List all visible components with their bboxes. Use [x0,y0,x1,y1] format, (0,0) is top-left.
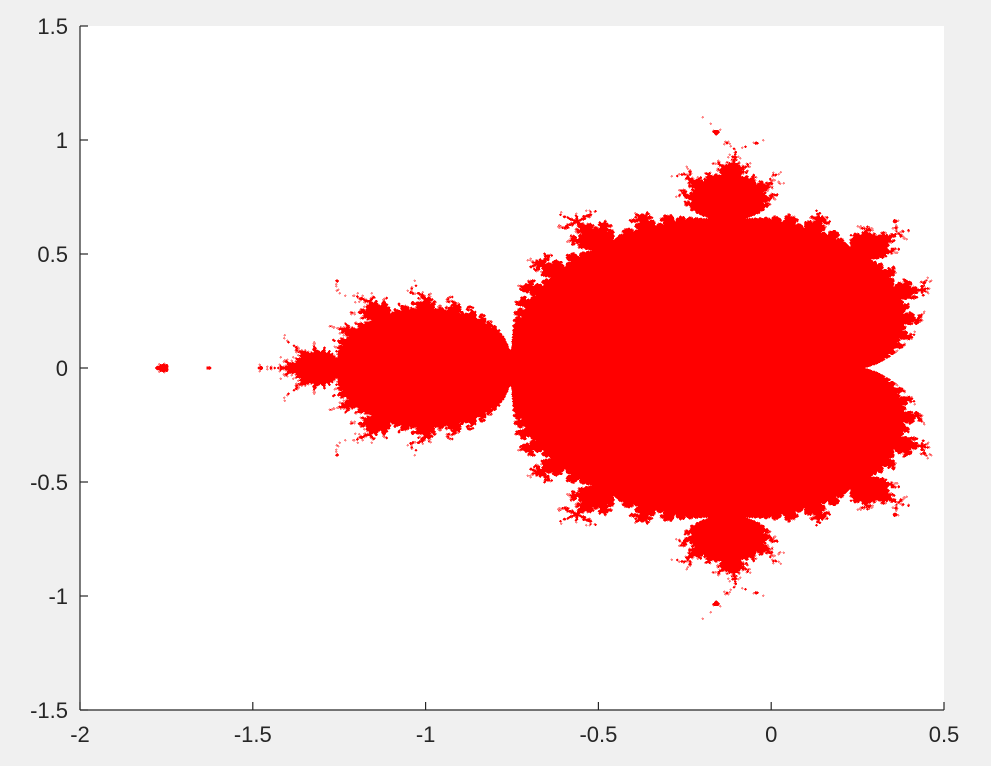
y-tick-label: 1 [56,128,68,153]
x-tick-label: -1.5 [234,722,272,747]
x-tick-label: -0.5 [579,722,617,747]
y-tick-label: 1.5 [37,14,68,39]
x-tick-label: -1 [416,722,436,747]
y-axis-ticks: -1.5 -1 -0.5 0 0.5 1 1.5 [30,14,88,723]
y-tick-label: -0.5 [30,470,68,495]
y-tick-label: -1.5 [30,698,68,723]
y-tick-label: 0.5 [37,242,68,267]
x-tick-label: 0 [765,722,777,747]
x-tick-label: 0.5 [929,722,960,747]
x-tick-label: -2 [70,722,90,747]
scatter-points [80,26,944,710]
x-axis-ticks: -2 -1.5 -1 -0.5 0 0.5 [70,702,959,747]
y-tick-label: 0 [56,356,68,381]
y-tick-label: -1 [48,584,68,609]
